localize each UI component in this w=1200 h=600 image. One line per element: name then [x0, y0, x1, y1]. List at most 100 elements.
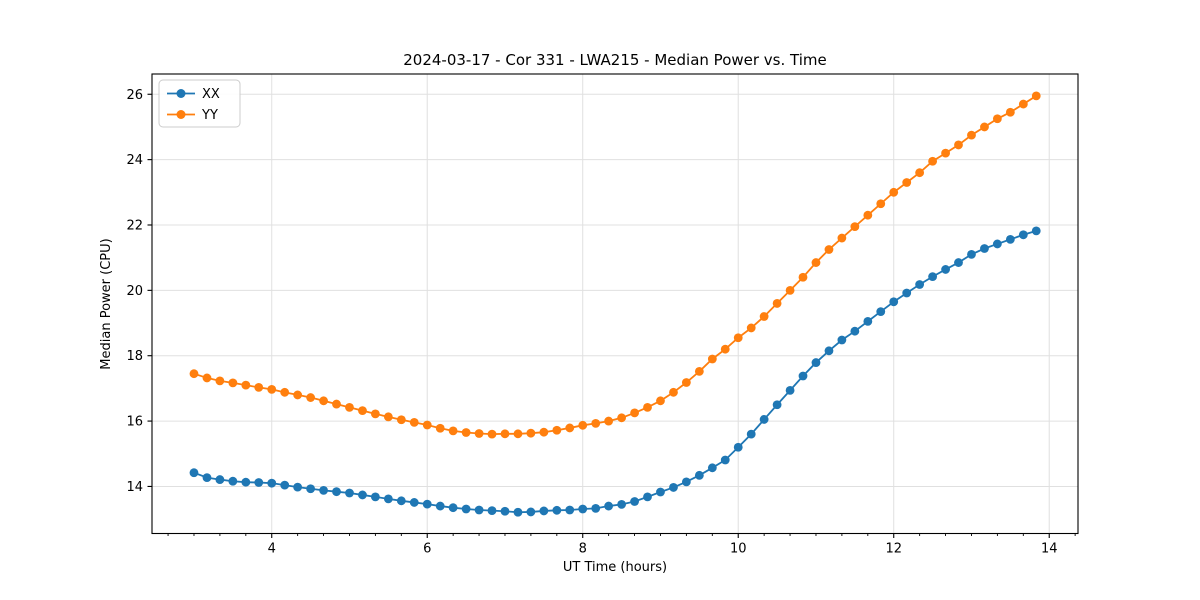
series-xx-marker: [785, 385, 795, 395]
plot-area-border: [151, 73, 1079, 535]
series-yy-marker: [720, 344, 730, 354]
series-yy-marker: [241, 380, 251, 390]
series-yy-marker: [915, 168, 925, 178]
series-yy-marker: [409, 417, 419, 427]
series-yy-marker: [552, 425, 562, 435]
series-yy-marker: [267, 384, 277, 394]
series-xx-marker: [837, 335, 847, 345]
series-yy-marker: [1031, 91, 1041, 101]
series-xx-marker: [681, 477, 691, 487]
series-yy-marker: [980, 122, 989, 132]
tick-labels: 4 6 8 10 12 14 14 16 18 20 22 24 26: [126, 88, 1057, 557]
series-xx-marker: [448, 503, 458, 513]
series-xx-marker: [604, 501, 614, 511]
series-yy-marker: [902, 178, 912, 187]
series-xx-marker: [863, 317, 873, 326]
y-tick-label: 18: [126, 349, 143, 364]
x-tick-label: 14: [1041, 542, 1058, 557]
series-xx-marker: [409, 498, 419, 507]
series-yy-marker: [863, 210, 873, 220]
series-yy-marker: [539, 427, 549, 437]
series-xx-marker: [720, 455, 730, 465]
series-xx-marker: [811, 358, 821, 367]
legend-label-yy: YY: [201, 108, 218, 123]
series-xx-marker: [850, 326, 860, 336]
series-xx-line: [193, 230, 1037, 514]
legend: XX YY: [158, 79, 241, 128]
series-yy-marker: [954, 140, 963, 150]
y-axis-label: Median Power (CPU): [99, 238, 114, 369]
series-yy-marker: [565, 423, 575, 433]
series-yy-marker: [358, 406, 367, 416]
series-yy-marker: [345, 402, 354, 412]
series-yy-marker: [578, 420, 588, 430]
series-xx-marker: [526, 507, 536, 517]
x-tick-label: 4: [268, 542, 276, 557]
y-tick-label: 24: [126, 153, 143, 168]
series-xx-marker: [513, 507, 523, 517]
series-xx-marker: [656, 487, 665, 497]
series-xx-marker: [565, 505, 575, 515]
series-yy-marker: [487, 429, 497, 439]
series-xx-marker: [435, 501, 445, 511]
series-xx-marker: [461, 504, 471, 514]
series-xx-marker: [941, 265, 950, 274]
series-yy-marker: [772, 299, 782, 308]
series-xx-marker: [345, 488, 354, 498]
series-yy-marker: [280, 387, 290, 397]
series-yy-marker: [513, 429, 523, 439]
series-xx-marker: [992, 239, 1002, 249]
series-xx-marker: [215, 475, 225, 484]
series-yy-marker: [707, 354, 717, 364]
series-xx-marker: [824, 346, 834, 356]
series-xx-marker: [254, 478, 264, 487]
series-yy-marker: [306, 393, 316, 402]
series-yy-marker: [992, 114, 1002, 124]
series-xx-marker: [396, 496, 406, 506]
series-xx-marker: [383, 494, 393, 504]
series-yy-marker: [681, 378, 691, 387]
x-tick-label: 10: [730, 542, 747, 557]
series-xx-marker: [733, 442, 743, 452]
series-yy-marker: [759, 312, 769, 321]
series-yy: [189, 91, 1041, 439]
legend-box: [158, 79, 241, 128]
series-xx: [189, 226, 1041, 517]
series-xx-marker: [798, 371, 808, 381]
axis-ticks: [147, 93, 1076, 538]
series-xx-marker: [643, 492, 652, 502]
series-xx-marker: [280, 480, 290, 490]
series-yy-marker: [811, 258, 821, 267]
legend-marker-xx: [176, 89, 186, 98]
series-xx-marker: [591, 503, 601, 513]
chart-title: 2024-03-17 - Cor 331 - LWA215 - Median P…: [403, 51, 827, 69]
series-yy-marker: [630, 408, 639, 418]
x-tick-label: 6: [423, 542, 431, 557]
series-xx-marker: [358, 490, 367, 500]
y-tick-label: 14: [126, 480, 143, 495]
data-series: [189, 91, 1041, 517]
series-xx-marker: [772, 400, 782, 410]
series-yy-marker: [785, 285, 795, 295]
series-yy-line: [193, 95, 1037, 436]
series-yy-marker: [448, 426, 458, 436]
y-tick-label: 26: [126, 88, 143, 103]
series-yy-marker: [850, 222, 860, 232]
series-xx-marker: [617, 500, 627, 509]
series-yy-marker: [617, 413, 627, 423]
series-xx-marker: [552, 505, 562, 515]
series-xx-marker: [578, 504, 588, 514]
series-xx-marker: [189, 468, 199, 478]
series-xx-marker: [293, 482, 303, 492]
legend-item-xx: XX: [167, 87, 220, 102]
series-xx-marker: [228, 476, 238, 486]
series-xx-marker: [694, 470, 704, 480]
series-xx-marker: [319, 485, 328, 495]
series-xx-marker: [1031, 226, 1041, 236]
legend-marker-yy: [176, 110, 186, 119]
x-tick-label: 12: [885, 542, 902, 557]
series-xx-marker: [669, 483, 678, 492]
series-yy-marker: [967, 130, 976, 140]
series-xx-marker: [267, 478, 277, 488]
